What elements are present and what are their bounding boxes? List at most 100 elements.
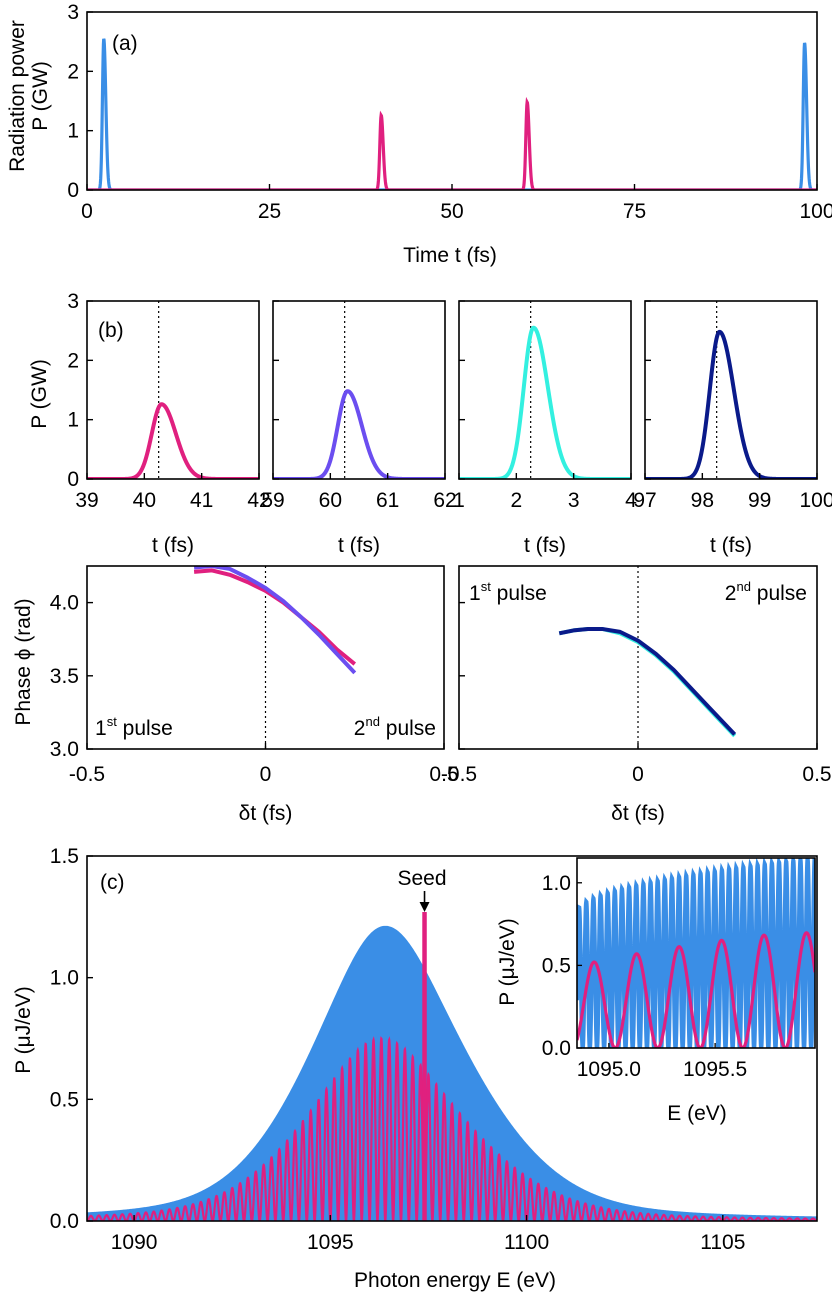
fringe-spectrum <box>87 1036 817 1221</box>
panel-b-frame-1 <box>272 300 446 480</box>
panel-a-xtick-label: 25 <box>258 200 281 223</box>
inset-xlabel: E (eV) <box>667 1102 727 1125</box>
panel-a-xlabel: Time t (fs) <box>403 244 497 267</box>
panel-b3-xtick-label: 98 <box>691 489 714 512</box>
panel-c-frame <box>86 855 818 1222</box>
phase0-xtick-label: 0 <box>260 763 272 786</box>
panel-c-xtick-label: 1090 <box>111 1231 158 1254</box>
phase1-xtick-label: -0.5 <box>441 763 477 786</box>
pulse-line-magenta <box>87 402 259 479</box>
seed-annotation: Seed <box>397 867 446 890</box>
legend-label-part: 2 <box>354 717 366 740</box>
legend-label-part: 1 <box>95 717 107 740</box>
legend-label-part: nd <box>736 579 750 594</box>
panel-b0-xtick-label: 41 <box>190 489 213 512</box>
panel-b-ylabel: P (GW) <box>28 359 51 429</box>
phase1-xtick-label: 0 <box>632 763 644 786</box>
panel-b0-xtick-label: 40 <box>133 489 156 512</box>
panel-b0-ytick-label: 2 <box>67 349 79 372</box>
panel-b3-xtick-label: 97 <box>633 489 656 512</box>
panel-c-ytick-label: 0.5 <box>50 1088 79 1111</box>
inset-xtick-label: 1095.5 <box>683 1058 747 1081</box>
panel-b1-xtick-label: 61 <box>376 489 399 512</box>
phase1-xtick-label: 0.5 <box>802 763 831 786</box>
panel-c-xlabel: Photon energy E (eV) <box>354 1269 556 1292</box>
panel-b2-xtick-label: 3 <box>568 489 580 512</box>
series-line-pulse-1 <box>87 38 817 190</box>
inset-frame <box>576 857 816 1049</box>
phase-xlabel: δt (fs) <box>239 802 293 825</box>
phase0-xtick-label: 0.5 <box>429 763 458 786</box>
seed-arrow-head <box>419 902 430 912</box>
panel-a-ylabel-line2: P (GW) <box>29 61 52 131</box>
legend-label-part: st <box>107 714 118 729</box>
panel-a-xtick-label: 0 <box>81 200 93 223</box>
panel-b0-xtick-label: 39 <box>75 489 98 512</box>
phase0-ytick-label: 3.5 <box>50 665 79 688</box>
panel-a-xtick-label: 75 <box>623 200 646 223</box>
panel-c: (c) P (μJ/eV) Photon energy E (eV) Seed … <box>12 845 818 1292</box>
phase-ylabel: Phase ϕ (rad) <box>12 598 35 725</box>
inset-xtick-label: 1095.0 <box>577 1058 641 1081</box>
panel-b1-xtick-label: 62 <box>433 489 456 512</box>
legend-label-part: nd <box>365 714 379 729</box>
phase0-ytick-label: 3.0 <box>50 738 79 761</box>
panel-b0-ytick-label: 3 <box>67 290 79 313</box>
phase0-ytick-label: 4.0 <box>50 592 79 615</box>
pulse-line-navy <box>645 329 817 479</box>
panel-b1-xtick-label: 59 <box>261 489 284 512</box>
inset-blue-fringes <box>577 858 815 1048</box>
panel-b2-xtick-label: 2 <box>510 489 522 512</box>
panel-c-ytick-label: 1.5 <box>50 845 79 868</box>
legend-label-part: 2 <box>725 582 737 605</box>
pulse-line-cyan <box>459 325 631 479</box>
panel-b0-ytick-label: 0 <box>67 468 79 491</box>
inset-magenta-fringes <box>577 931 815 1048</box>
panel-c-label: (c) <box>100 871 125 894</box>
panel-phase: Phase ϕ (rad) -0.5 0 0.53.03.54.0δt (fs)1s… <box>12 565 832 825</box>
legend-label: 1st pulse <box>95 714 173 740</box>
panel-b-xlabel: t (fs) <box>710 534 752 557</box>
panel-a-ytick-label: 0 <box>67 179 79 202</box>
panel-a-ytick-label: 1 <box>67 120 79 143</box>
phase-xlabel: δt (fs) <box>611 802 665 825</box>
inset-ytick-label: 1.0 <box>542 872 571 895</box>
panel-c-xtick-label: 1100 <box>504 1231 549 1254</box>
phase-line-navy <box>558 626 737 736</box>
legend-label-part: st <box>481 579 492 594</box>
panel-b-xlabel: t (fs) <box>338 534 380 557</box>
panel-b-xlabel: t (fs) <box>152 534 194 557</box>
phase0-xtick-label: -0.5 <box>69 763 105 786</box>
legend-label-part: pulse <box>117 717 173 740</box>
panel-a: (a) Radiation power P (GW) Time t (fs) 0… <box>6 1 832 267</box>
pulse-line-purple <box>273 389 445 479</box>
legend-label-part: pulse <box>751 582 807 605</box>
panel-a-xtick-label: 100 <box>799 200 832 223</box>
panel-a-ytick-label: 3 <box>67 1 79 24</box>
panel-b0-ytick-label: 1 <box>67 409 79 432</box>
inset-ytick-label: 0.5 <box>542 954 571 977</box>
panel-b-xlabel: t (fs) <box>524 534 566 557</box>
panel-a-ylabel-line1: Radiation power <box>6 20 29 172</box>
series-line-pulse-2 <box>87 96 817 190</box>
inset-ylabel: P (μJ/eV) <box>496 918 519 1006</box>
panel-b2-xtick-label: 4 <box>625 489 637 512</box>
panel-b3-xtick-label: 100 <box>799 489 832 512</box>
panel-c-ytick-label: 1.0 <box>50 967 79 990</box>
panel-a-ytick-label: 2 <box>67 60 79 83</box>
panel-a-label: (a) <box>112 32 138 55</box>
legend-label-part: pulse <box>491 582 547 605</box>
legend-label: 2nd pulse <box>354 714 436 740</box>
panel-b-frame-3 <box>644 300 818 480</box>
broadband-spectrum <box>87 925 817 1221</box>
panel-b0-xtick-label: 42 <box>247 489 270 512</box>
panel-b1-xtick-label: 60 <box>319 489 342 512</box>
panel-c-xtick-label: 1105 <box>700 1231 745 1254</box>
panel-b3-xtick-label: 99 <box>748 489 771 512</box>
phase-line-purple <box>193 566 357 675</box>
legend-label: 2nd pulse <box>725 579 807 605</box>
panel-a-xtick-label: 50 <box>440 200 463 223</box>
panel-c-ylabel: P (μJ/eV) <box>12 986 35 1074</box>
